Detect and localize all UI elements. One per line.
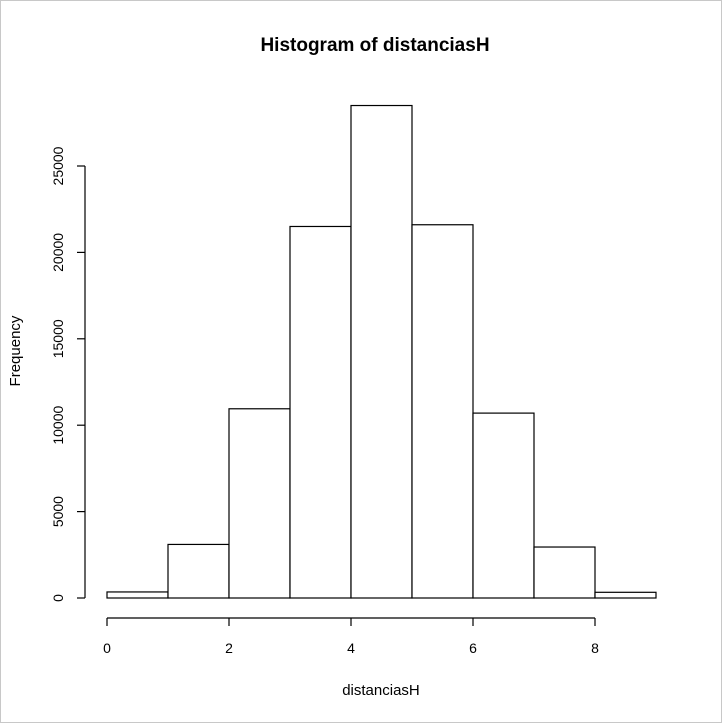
x-tick-label: 4 <box>347 640 355 656</box>
x-tick-label: 8 <box>591 640 599 656</box>
histogram-bar <box>228 408 291 599</box>
x-axis-label: distanciasH <box>342 682 420 699</box>
bars-group <box>106 104 657 599</box>
histogram-bar <box>533 546 596 599</box>
x-tick-label: 0 <box>103 640 111 656</box>
y-tick-label: 20000 <box>50 233 66 272</box>
histogram-bar <box>350 104 413 599</box>
x-tick-label: 6 <box>469 640 477 656</box>
y-axis: 0 5000 10000 15000 20000 25000 <box>50 146 86 602</box>
x-axis: 0 2 4 6 8 <box>103 617 599 656</box>
y-tick-label: 25000 <box>50 146 66 185</box>
histogram-bar <box>167 543 230 599</box>
histogram-bar <box>411 224 474 599</box>
x-tick-label: 2 <box>225 640 233 656</box>
histogram-bar <box>594 591 657 599</box>
histogram-bar <box>289 225 352 599</box>
y-tick-label: 5000 <box>50 496 66 527</box>
y-tick-label: 10000 <box>50 406 66 445</box>
y-axis-label: Frequency <box>7 315 24 386</box>
chart-title: Histogram of distanciasH <box>260 35 489 56</box>
histogram-bar <box>472 412 535 599</box>
histogram-bar <box>106 591 169 599</box>
y-tick-label: 0 <box>50 594 66 602</box>
y-tick-label: 15000 <box>50 319 66 358</box>
